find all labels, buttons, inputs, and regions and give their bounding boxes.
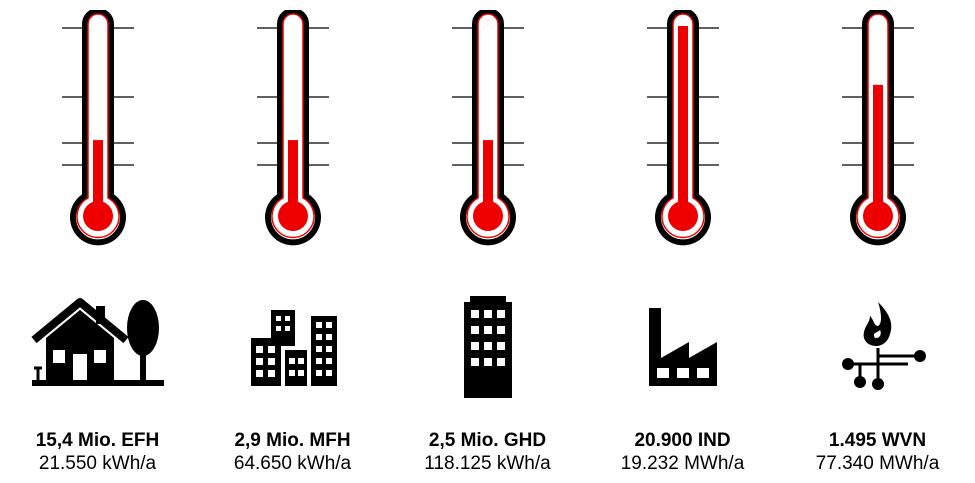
office-tower-icon (463, 296, 512, 398)
building-count: 1.495 WVN (828, 430, 927, 451)
building-count: 15,4 Mio. EFH (35, 430, 160, 451)
item-wvn: 1.495 WVN 77.340 MWh/a (780, 0, 975, 483)
building-count: 20.900 IND (634, 430, 731, 451)
thermometer-icon (646, 10, 719, 246)
thermometer-level (287, 140, 298, 210)
factory-icon (648, 308, 717, 386)
flame-network-icon (841, 302, 926, 390)
energy-demand: 19.232 MWh/a (620, 453, 745, 474)
thermometer-icon (841, 10, 914, 246)
thermometer-level (482, 140, 493, 210)
thermometer-icon (451, 10, 524, 246)
thermometer-level (872, 84, 883, 210)
item-mfh: 2,9 Mio. MFH 64.650 kWh/a (195, 0, 390, 483)
energy-demand: 77.340 MWh/a (815, 453, 940, 474)
item-ghd: 2,5 Mio. GHD 118.125 kWh/a (390, 0, 585, 483)
energy-demand: 118.125 kWh/a (424, 453, 551, 474)
item-ind: 20.900 IND 19.232 MWh/a (585, 0, 780, 483)
energy-demand: 64.650 kWh/a (233, 453, 352, 474)
apartment-buildings-icon (250, 310, 337, 386)
energy-demand: 21.550 kWh/a (38, 453, 157, 474)
house-with-tree-icon (30, 298, 164, 386)
thermometer-icon (256, 10, 329, 246)
building-count: 2,5 Mio. GHD (428, 430, 547, 451)
thermometer-level (92, 140, 103, 210)
thermometer-level (677, 26, 688, 210)
building-count: 2,9 Mio. MFH (234, 430, 351, 451)
item-efh: 15,4 Mio. EFH 21.550 kWh/a (0, 0, 195, 483)
thermometer-icon (61, 10, 134, 246)
